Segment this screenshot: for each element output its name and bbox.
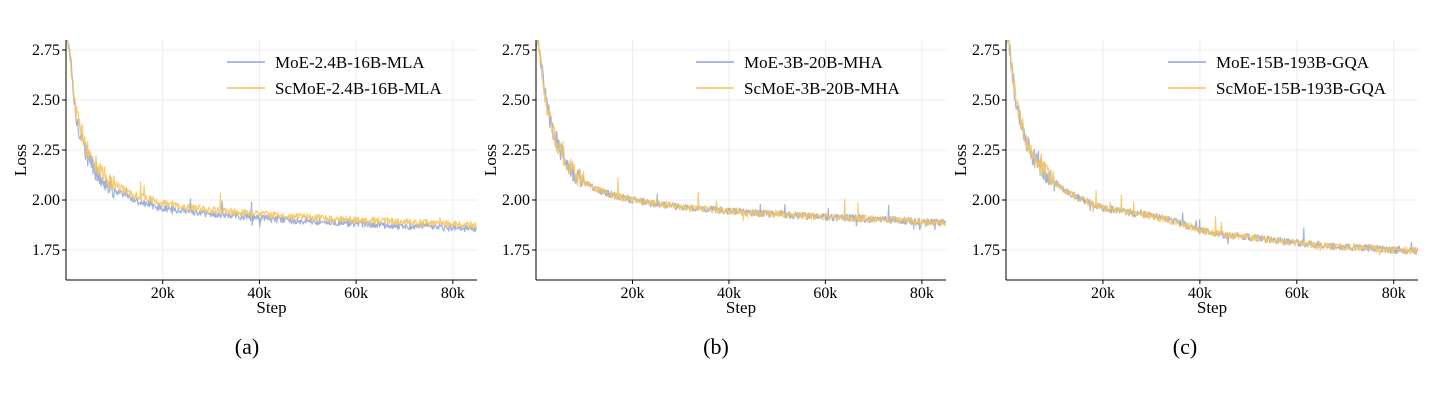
y-tick-label: 2.75	[32, 42, 60, 59]
x-tick-label: 40k	[247, 285, 271, 302]
plot-area	[1006, 40, 1418, 256]
x-axis-label: Step	[1197, 298, 1227, 317]
legend-label: MoE-3B-20B-MHA	[744, 53, 884, 72]
y-axis-label: Loss	[951, 144, 970, 176]
x-tick-label: 60k	[1285, 285, 1309, 302]
y-tick-label: 2.75	[502, 42, 530, 59]
chart-panel-a: 1.75 2.00 2.25 2.50 2.75 20k 40k 60k 80k Step Loss…	[11, 40, 477, 317]
x-tick-label: 20k	[151, 285, 175, 302]
x-tick-label: 60k	[344, 285, 368, 302]
y-tick-label: 2.50	[32, 92, 60, 109]
y-tick-label: 2.00	[502, 192, 530, 209]
x-tick-label: 80k	[910, 285, 934, 302]
y-tick-label: 2.25	[32, 142, 60, 159]
series-line-moe	[66, 40, 477, 233]
x-axis-label: Step	[256, 298, 286, 317]
legend-label: ScMoE-2.4B-16B-MLA	[275, 79, 442, 98]
y-axis-label: Loss	[481, 144, 500, 176]
y-tick-label: 2.00	[972, 192, 1000, 209]
y-tick-label: 2.50	[502, 92, 530, 109]
x-tick-label: 80k	[441, 285, 465, 302]
series-line-scmoe	[536, 40, 946, 227]
legend-label: ScMoE-15B-193B-GQA	[1216, 79, 1387, 98]
y-tick-label: 2.25	[972, 142, 1000, 159]
y-tick-label: 1.75	[502, 242, 530, 259]
y-tick-label: 1.75	[32, 242, 60, 259]
legend: MoE-2.4B-16B-MLA ScMoE-2.4B-16B-MLA	[227, 53, 442, 98]
plot-area	[66, 40, 477, 233]
legend: MoE-15B-193B-GQA ScMoE-15B-193B-GQA	[1168, 53, 1387, 98]
y-tick-label: 1.75	[972, 242, 1000, 259]
x-tick-label: 40k	[1188, 285, 1212, 302]
x-tick-label: 40k	[717, 285, 741, 302]
caption-c: (c)	[1172, 334, 1198, 359]
series-line-scmoe	[1006, 40, 1418, 256]
plot-area	[536, 40, 946, 231]
legend: MoE-3B-20B-MHA ScMoE-3B-20B-MHA	[696, 53, 901, 98]
x-tick-label: 20k	[620, 285, 644, 302]
x-tick-label: 80k	[1382, 285, 1406, 302]
x-tick-label: 60k	[813, 285, 837, 302]
x-tick-label: 20k	[1091, 285, 1115, 302]
chart-panel-c: 1.75 2.00 2.25 2.50 2.75 20k 40k 60k 80k Step Loss…	[951, 40, 1418, 317]
chart-panel-b: 1.75 2.00 2.25 2.50 2.75 20k 40k 60k 80k Step Loss…	[481, 40, 946, 317]
y-tick-label: 2.50	[972, 92, 1000, 109]
y-tick-label: 2.25	[502, 142, 530, 159]
y-axis-label: Loss	[11, 144, 30, 176]
y-tick-label: 2.00	[32, 192, 60, 209]
caption-a: (a)	[234, 334, 260, 359]
caption-b: (b)	[703, 334, 729, 359]
y-tick-label: 2.75	[972, 42, 1000, 59]
series-line-scmoe	[66, 40, 477, 229]
legend-label: ScMoE-3B-20B-MHA	[744, 79, 901, 98]
x-axis-label: Step	[726, 298, 756, 317]
legend-label: MoE-2.4B-16B-MLA	[275, 53, 425, 72]
legend-label: MoE-15B-193B-GQA	[1216, 53, 1370, 72]
